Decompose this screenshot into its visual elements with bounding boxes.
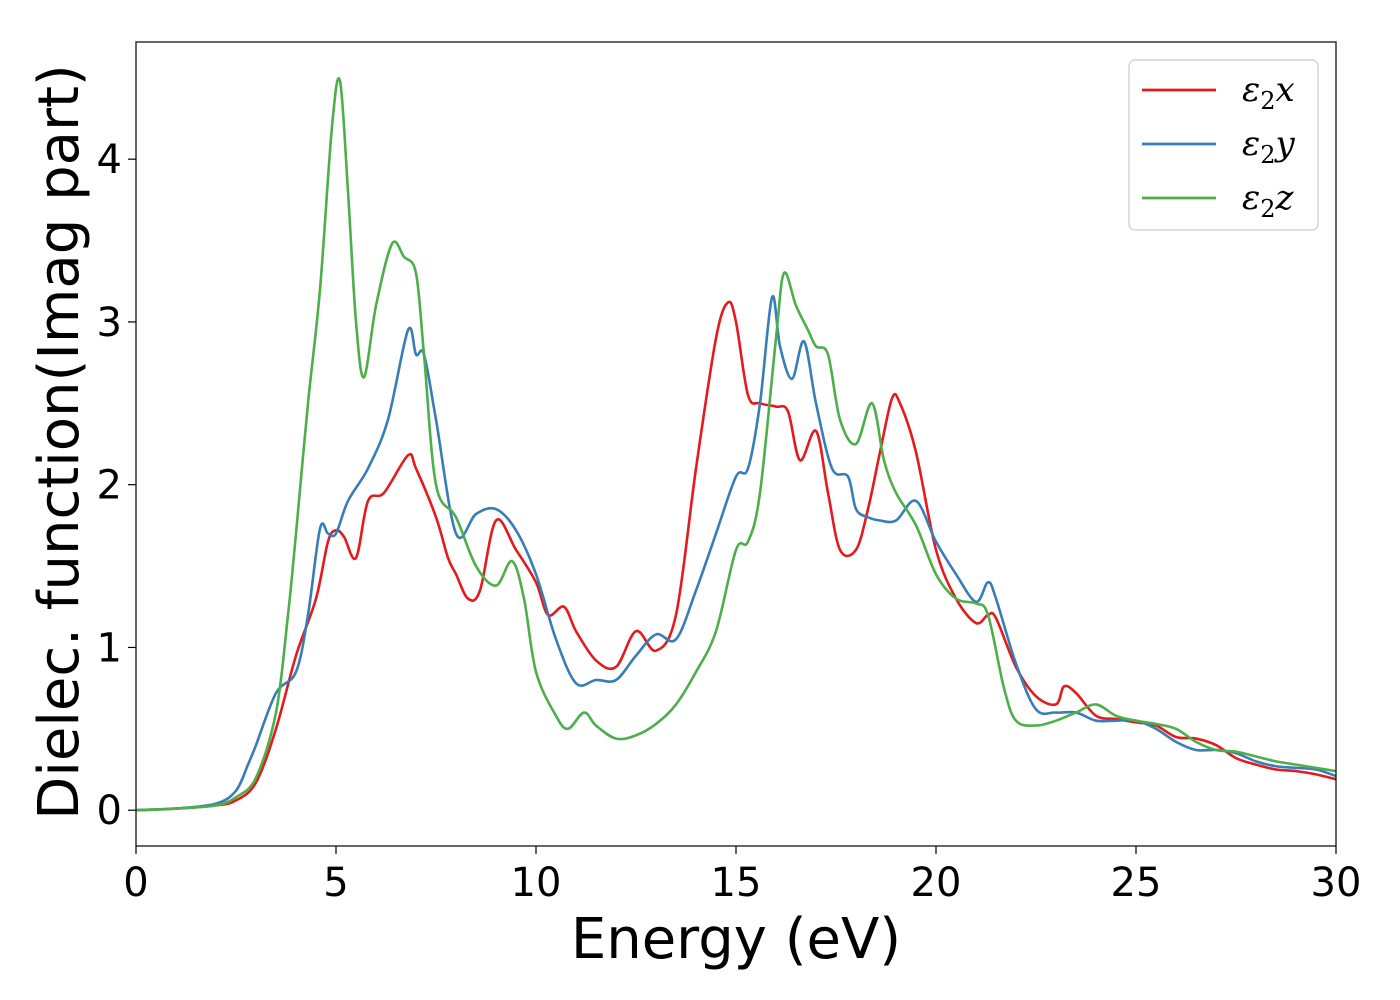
x-tick-label: 30: [1311, 860, 1362, 906]
legend-label-variable: x: [1276, 70, 1295, 110]
legend-label-variable: z: [1275, 178, 1295, 218]
legend-label-base: ε: [1242, 124, 1260, 164]
legend-label-x: ε2x: [1242, 70, 1295, 115]
legend-label-subscript: 2: [1260, 141, 1275, 169]
legend-label-subscript: 2: [1260, 195, 1275, 223]
legend-label-base: ε: [1242, 70, 1260, 110]
x-tick-label: 10: [511, 860, 562, 906]
x-axis-title: Energy (eV): [571, 907, 901, 972]
y-axis: 0 1 2 3 4: [97, 137, 136, 834]
x-tick-label: 20: [911, 860, 962, 906]
series-layer: [136, 77, 1336, 812]
x-axis: 0 5 10 15 20 25 30: [123, 846, 1361, 906]
series-line-y: [136, 294, 1336, 812]
legend-label-variable: y: [1274, 124, 1296, 164]
x-tick-label: 0: [123, 860, 148, 906]
x-tick-label: 25: [1111, 860, 1162, 906]
legend-label-subscript: 2: [1260, 87, 1275, 115]
series-line-z: [136, 77, 1336, 812]
legend-label-base: ε: [1242, 178, 1260, 218]
y-tick-label: 1: [97, 625, 122, 671]
y-tick-label: 3: [97, 300, 122, 346]
legend-label-z: ε2z: [1242, 178, 1295, 223]
y-axis-title: Dielec. function(Imag part): [27, 64, 92, 820]
y-tick-label: 4: [97, 137, 122, 183]
x-tick-label: 5: [323, 860, 348, 906]
y-tick-label: 2: [97, 463, 122, 509]
x-tick-label: 15: [711, 860, 762, 906]
legend-box: [1128, 59, 1319, 231]
y-tick-label: 0: [97, 788, 122, 834]
legend-label-y: ε2y: [1242, 124, 1296, 169]
series-line-x: [136, 300, 1336, 812]
